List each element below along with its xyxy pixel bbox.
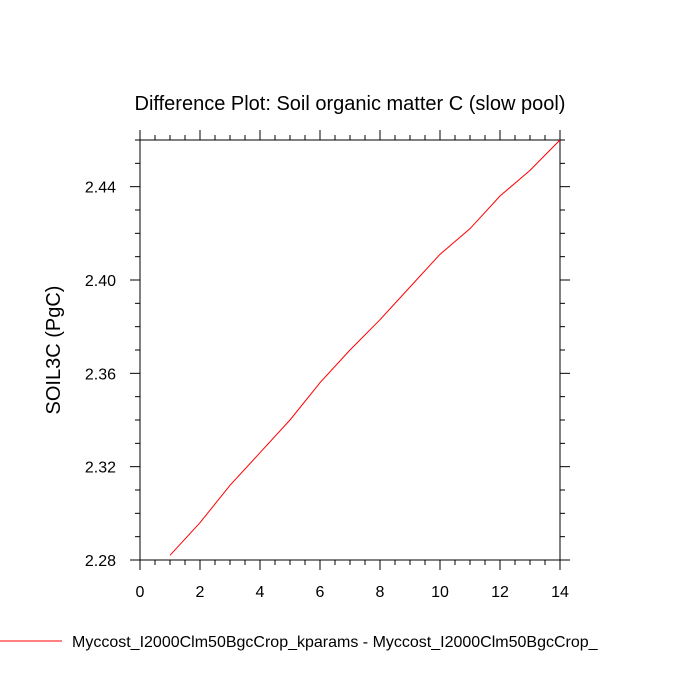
x-tick-label: 0 xyxy=(136,584,145,601)
y-tick-label: 2.40 xyxy=(85,273,116,290)
series-line xyxy=(169,139,561,556)
x-tick-label: 8 xyxy=(376,584,385,601)
x-tick-label: 10 xyxy=(431,584,449,601)
y-tick-label: 2.44 xyxy=(85,180,116,197)
x-tick-label: 4 xyxy=(256,584,265,601)
x-tick-label: 6 xyxy=(316,584,325,601)
y-tick-label: 2.36 xyxy=(85,366,116,383)
x-tick-label: 2 xyxy=(196,584,205,601)
chart-title: Difference Plot: Soil organic matter C (… xyxy=(135,93,566,115)
x-tick-label: 14 xyxy=(551,584,569,601)
y-axis-label: SOIL3C (PgC) xyxy=(43,286,65,415)
axis-ticks xyxy=(130,130,570,570)
series-group xyxy=(169,139,561,556)
legend: Myccost_I2000Clm50BgcCrop_kparams - Mycc… xyxy=(0,634,599,651)
legend-label: Myccost_I2000Clm50BgcCrop_kparams - Mycc… xyxy=(72,634,599,651)
axis-tick-labels: 0 2 4 6 8 10 12 14 2.28 2.32 2.36 2.40 2.44 xyxy=(85,180,569,601)
y-tick-label: 2.32 xyxy=(85,460,116,477)
y-tick-label: 2.28 xyxy=(85,553,116,570)
x-tick-label: 12 xyxy=(491,584,509,601)
